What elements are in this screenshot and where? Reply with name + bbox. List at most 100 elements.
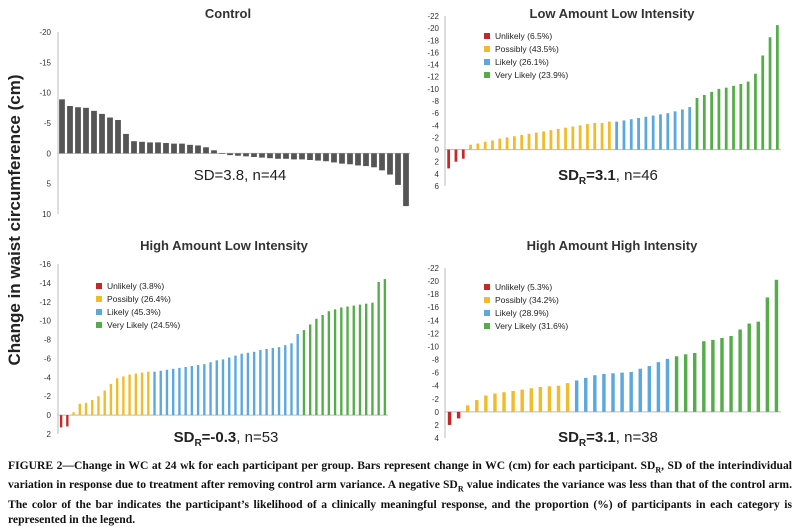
y-tick-label: -14 xyxy=(39,279,51,288)
bar xyxy=(308,324,312,416)
bar xyxy=(656,362,661,412)
chart-3: High Amount Low Intensity 2 0 -2 -4 -6 -8 -10 -1… xyxy=(39,238,388,449)
bar xyxy=(665,358,670,412)
bar xyxy=(163,143,169,154)
y-tick-label: -6 xyxy=(432,369,440,378)
bar xyxy=(323,153,329,162)
bar xyxy=(476,143,480,150)
y-tick-label: -2 xyxy=(432,133,440,142)
y-tick-label: -2 xyxy=(44,392,52,401)
bar xyxy=(702,94,706,150)
bar xyxy=(340,307,343,416)
bar xyxy=(134,373,138,416)
bar xyxy=(159,370,162,416)
bar xyxy=(556,128,560,150)
bar xyxy=(66,415,69,427)
bar xyxy=(666,113,670,150)
bar xyxy=(259,153,265,158)
bar xyxy=(178,367,181,416)
bar xyxy=(765,297,770,412)
y-tick-label: 0 xyxy=(47,149,52,158)
bar xyxy=(331,153,337,163)
bar xyxy=(475,400,479,412)
bar xyxy=(221,359,225,416)
bar xyxy=(147,142,153,154)
y-tick-label: 4 xyxy=(435,170,440,179)
y-tick-label: -22 xyxy=(427,12,439,21)
bar xyxy=(688,107,692,150)
y-tick-label: 10 xyxy=(42,210,51,219)
stat-sd-sub: R xyxy=(579,438,587,449)
bar xyxy=(59,415,63,428)
y-tick-label: -20 xyxy=(39,28,51,37)
bar xyxy=(469,144,472,150)
bar xyxy=(234,355,237,416)
bar xyxy=(511,390,515,412)
bar xyxy=(673,111,677,150)
bar xyxy=(251,153,257,157)
y-tick-label: -18 xyxy=(427,36,439,45)
y-tick-label: -8 xyxy=(432,356,440,365)
bar xyxy=(520,135,524,150)
bar xyxy=(775,25,779,150)
y-tick-label: 0 xyxy=(47,411,52,420)
bar xyxy=(768,37,772,150)
bar xyxy=(395,153,401,185)
bar xyxy=(203,364,206,416)
y-tick-label: -12 xyxy=(427,329,439,338)
bar xyxy=(574,380,579,412)
bar xyxy=(586,124,589,150)
bar xyxy=(228,357,231,416)
y-tick-label: 5 xyxy=(47,180,52,189)
y-tick-label: 4 xyxy=(435,434,440,443)
legend-label: Very Likely (24.5%) xyxy=(107,320,180,330)
bar xyxy=(538,387,543,412)
bar xyxy=(240,353,243,416)
bar xyxy=(284,345,287,416)
bar xyxy=(644,116,648,150)
bar xyxy=(403,153,409,207)
bar xyxy=(683,354,688,412)
bar xyxy=(115,378,119,416)
y-tick-label: -20 xyxy=(427,277,439,286)
bar xyxy=(622,120,626,150)
bar xyxy=(724,87,728,150)
bar xyxy=(483,141,487,150)
bar xyxy=(265,349,268,416)
bar xyxy=(103,390,106,416)
legend-label: Possibly (43.5%) xyxy=(495,44,559,54)
bar xyxy=(67,106,73,154)
bar xyxy=(72,412,75,416)
y-tick-label: -14 xyxy=(427,316,439,325)
bar xyxy=(277,347,281,416)
legend-label: Unlikely (3.8%) xyxy=(107,281,164,291)
bar xyxy=(629,371,633,412)
legend-label: Unlikely (6.5%) xyxy=(495,31,552,41)
y-tick-label: -10 xyxy=(39,317,51,326)
y-axis-label-text: Change in waist circumference (cm) xyxy=(5,75,24,366)
bar xyxy=(195,145,201,154)
legend-swatch xyxy=(96,283,102,289)
y-tick-label: -6 xyxy=(432,109,440,118)
bar xyxy=(109,383,113,416)
bar xyxy=(346,306,349,416)
y-tick-label: -14 xyxy=(427,61,439,70)
bar xyxy=(454,149,458,162)
figure-caption: FIGURE 2—Change in WC at 24 wk for each … xyxy=(8,458,792,527)
bar xyxy=(196,365,200,416)
bar xyxy=(315,153,321,161)
y-tick-label: -6 xyxy=(44,354,52,363)
bar xyxy=(179,143,185,154)
stat-text: SDR=3.1, n=46 xyxy=(558,167,658,187)
bar xyxy=(387,153,393,175)
bar xyxy=(695,97,699,150)
legend-swatch xyxy=(484,59,490,65)
stat-sd-prefix: SD xyxy=(558,167,579,184)
bar xyxy=(607,121,611,150)
legend-label: Unlikely (5.3%) xyxy=(495,282,552,292)
bar xyxy=(702,341,706,412)
bar xyxy=(91,110,97,154)
bar xyxy=(147,371,150,416)
bar xyxy=(83,107,89,154)
bar xyxy=(600,122,604,150)
